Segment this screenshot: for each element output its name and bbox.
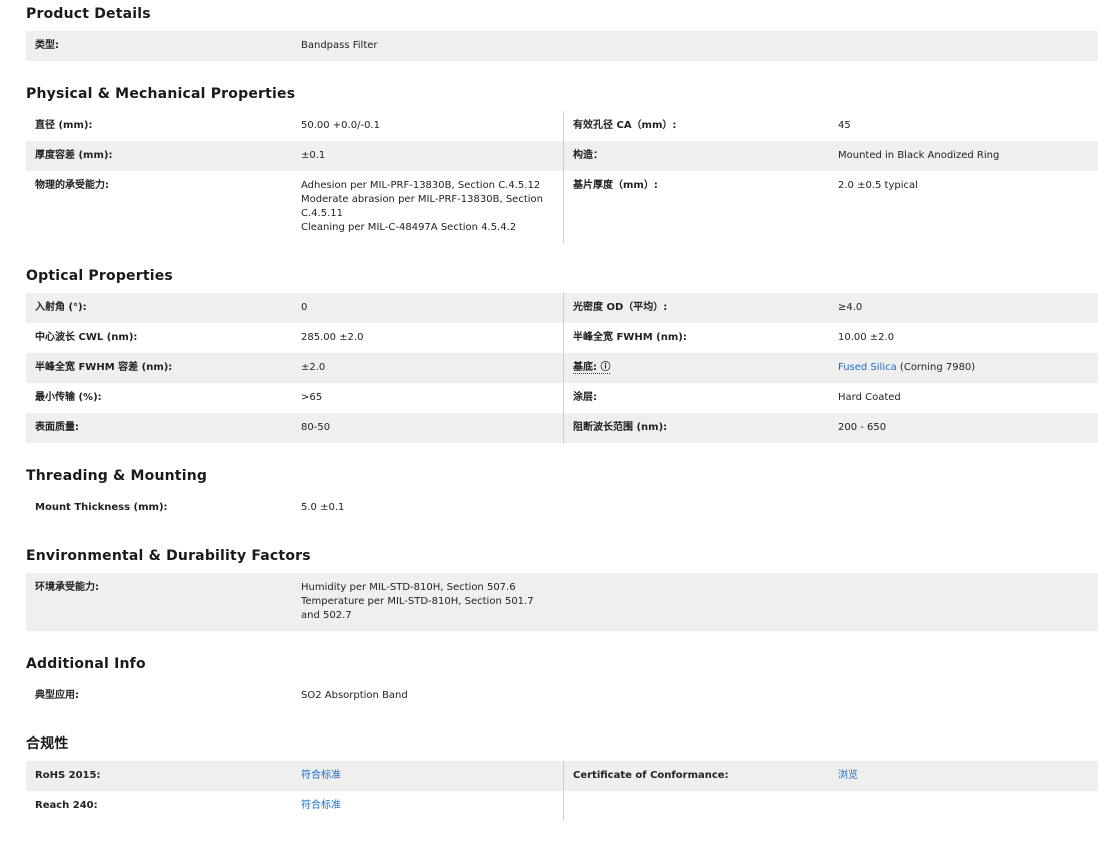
spec-value: ±2.0 bbox=[301, 362, 326, 373]
value-text: Hard Coated bbox=[838, 392, 901, 403]
spec-label: 基片厚度（mm）: bbox=[563, 171, 829, 243]
spec-label: Mount Thickness (mm): bbox=[35, 502, 168, 513]
spec-value: 10.00 ±2.0 bbox=[829, 323, 1098, 353]
spec-label: 厚度容差 (mm): bbox=[35, 150, 113, 161]
spec-label: 半峰全宽 FWHM (nm): bbox=[563, 323, 829, 353]
spec-row: RoHS 2015: 符合标准 Certificate of Conformance… bbox=[26, 761, 1098, 791]
spec-row: 最小传输 (%): >65 涂层: Hard Coated bbox=[26, 383, 1098, 413]
value-text: 200 - 650 bbox=[838, 422, 887, 433]
section-title: Additional Info bbox=[26, 656, 146, 672]
spec-label: 涂层: bbox=[563, 383, 829, 413]
product-specs: Product Details 类型: Bandpass Filter Physica… bbox=[26, 2, 1098, 842]
compliance-link[interactable]: 符合标准 bbox=[301, 800, 341, 811]
spec-section: Optical Properties 入射角 (°): 0 光密度 OD（平均）: ≥4… bbox=[26, 264, 1098, 443]
spec-value: 5.0 ±0.1 bbox=[301, 502, 345, 513]
spec-value: Adhesion per MIL-PRF-13830B, Section C.4… bbox=[292, 171, 563, 243]
spec-row: 环境承受能力: Humidity per MIL-STD-810H, Sectio… bbox=[26, 573, 1098, 631]
spec-label: 物理的承受能力: bbox=[35, 180, 109, 191]
value-text: 2.0 ±0.5 typical bbox=[838, 180, 918, 191]
section-title: Physical & Mechanical Properties bbox=[26, 86, 296, 102]
spec-value: Bandpass Filter bbox=[301, 40, 378, 51]
spec-value: ≥4.0 bbox=[829, 293, 1098, 323]
section-title: Product Details bbox=[26, 6, 151, 22]
spec-label: 光密度 OD（平均）: bbox=[563, 293, 829, 323]
spec-row: 典型应用: SO2 Absorption Band bbox=[26, 681, 1098, 711]
spec-value-line: Cleaning per MIL-C-48497A Section 4.5.4.… bbox=[301, 222, 517, 233]
spec-section: Physical & Mechanical Properties 直径 (mm):… bbox=[26, 82, 1098, 243]
spec-value-line: Humidity per MIL-STD-810H, Section 507.6 bbox=[301, 582, 516, 593]
spec-value-line: Moderate abrasion per MIL-PRF-13830B, Se… bbox=[301, 194, 543, 219]
spec-row: 类型: Bandpass Filter bbox=[26, 31, 1098, 61]
spec-label: 最小传输 (%): bbox=[35, 392, 102, 403]
section-title: Threading & Mounting bbox=[26, 468, 208, 484]
spec-label: RoHS 2015: bbox=[35, 770, 101, 781]
spec-value: >65 bbox=[301, 392, 323, 403]
spec-value: Mounted in Black Anodized Ring bbox=[829, 141, 1098, 171]
spec-row: 直径 (mm): 50.00 +0.0/-0.1 有效孔径 CA（mm）: 45 bbox=[26, 111, 1098, 141]
spec-label: 典型应用: bbox=[35, 690, 79, 701]
spec-label: 环境承受能力: bbox=[35, 582, 99, 593]
spec-value: 50.00 +0.0/-0.1 bbox=[301, 120, 380, 131]
spec-value: 80-50 bbox=[301, 422, 331, 433]
spec-value: Fused Silica (Corning 7980) bbox=[829, 353, 1098, 383]
spec-label: 阻断波长范围 (nm): bbox=[563, 413, 829, 443]
spec-label bbox=[563, 791, 829, 821]
spec-row: Mount Thickness (mm): 5.0 ±0.1 bbox=[26, 493, 1098, 523]
spec-section: Threading & Mounting Mount Thickness (mm)… bbox=[26, 464, 1098, 523]
spec-section: 合规性 RoHS 2015: 符合标准 Certificate of Conforma… bbox=[26, 732, 1098, 821]
spec-row: 中心波长 CWL (nm): 285.00 ±2.0 半峰全宽 FWHM (nm):… bbox=[26, 323, 1098, 353]
spec-label: 直径 (mm): bbox=[35, 120, 93, 131]
spec-label: 类型: bbox=[35, 40, 59, 51]
section-title: Optical Properties bbox=[26, 268, 173, 284]
section-title: Environmental & Durability Factors bbox=[26, 548, 311, 564]
spec-section: Additional Info 典型应用: SO2 Absorption Band bbox=[26, 652, 1098, 711]
spec-value: 0 bbox=[301, 302, 308, 313]
value-text: 45 bbox=[838, 120, 851, 131]
spec-label: 半峰全宽 FWHM 容差 (nm): bbox=[35, 362, 173, 373]
spec-value: 符合标准 bbox=[292, 791, 563, 821]
spec-value: 200 - 650 bbox=[829, 413, 1098, 443]
spec-section: Product Details 类型: Bandpass Filter bbox=[26, 2, 1098, 61]
spec-row: 入射角 (°): 0 光密度 OD（平均）: ≥4.0 bbox=[26, 293, 1098, 323]
spec-value: Humidity per MIL-STD-810H, Section 507.6… bbox=[292, 573, 563, 631]
spec-value: Hard Coated bbox=[829, 383, 1098, 413]
spec-label: 基底: ⓘ bbox=[563, 353, 829, 383]
value-text: 10.00 ±2.0 bbox=[838, 332, 895, 343]
spec-value: 浏览 bbox=[829, 761, 1098, 791]
spec-label: Certificate of Conformance: bbox=[563, 761, 829, 791]
value-link[interactable]: 浏览 bbox=[838, 770, 858, 781]
spec-value bbox=[829, 791, 1098, 821]
spec-value: 285.00 ±2.0 bbox=[301, 332, 364, 343]
spec-value-line: Temperature per MIL-STD-810H, Section 50… bbox=[301, 596, 534, 621]
value-text: ≥4.0 bbox=[838, 302, 863, 313]
spec-label: Reach 240: bbox=[35, 800, 98, 811]
spec-value: 2.0 ±0.5 typical bbox=[829, 171, 1098, 243]
value-text: (Corning 7980) bbox=[896, 362, 976, 373]
spec-row: 厚度容差 (mm): ±0.1 构造： Mounted in Black Anodiz… bbox=[26, 141, 1098, 171]
spec-value: 符合标准 bbox=[292, 761, 563, 791]
spec-section: Environmental & Durability Factors 环境承受能力… bbox=[26, 544, 1098, 631]
spec-label: 中心波长 CWL (nm): bbox=[35, 332, 138, 343]
spec-value: SO2 Absorption Band bbox=[301, 690, 408, 701]
spec-row: 半峰全宽 FWHM 容差 (nm): ±2.0 基底: ⓘ Fused Silica … bbox=[26, 353, 1098, 383]
spec-value-line: Adhesion per MIL-PRF-13830B, Section C.4… bbox=[301, 180, 541, 191]
section-title: 合规性 bbox=[26, 736, 69, 752]
substrate-info-tooltip[interactable]: 基底: ⓘ bbox=[573, 362, 611, 374]
spec-row: 物理的承受能力: Adhesion per MIL-PRF-13830B, Sec… bbox=[26, 171, 1098, 243]
value-link[interactable]: Fused Silica bbox=[838, 362, 897, 373]
spec-label: 表面质量: bbox=[35, 422, 79, 433]
compliance-link[interactable]: 符合标准 bbox=[301, 770, 341, 781]
spec-label: 入射角 (°): bbox=[35, 302, 87, 313]
spec-value: 45 bbox=[829, 111, 1098, 141]
spec-row: 表面质量: 80-50 阻断波长范围 (nm): 200 - 650 bbox=[26, 413, 1098, 443]
spec-row: Reach 240: 符合标准 bbox=[26, 791, 1098, 821]
spec-label: 有效孔径 CA（mm）: bbox=[563, 111, 829, 141]
spec-value: ±0.1 bbox=[301, 150, 326, 161]
value-text: Mounted in Black Anodized Ring bbox=[838, 150, 1000, 161]
spec-label: 构造： bbox=[563, 141, 829, 171]
